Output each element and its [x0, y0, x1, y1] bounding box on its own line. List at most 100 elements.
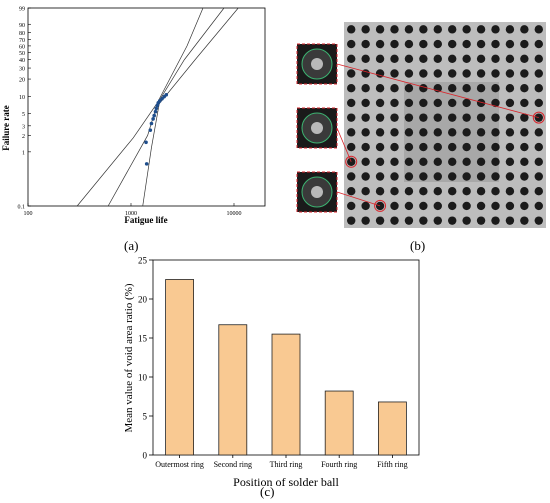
solder-ball: [433, 54, 442, 63]
solder-ball: [433, 113, 442, 122]
solder-ball: [448, 25, 457, 34]
solder-ball: [505, 157, 515, 166]
solder-ball: [361, 113, 370, 122]
solder-ball: [361, 84, 370, 93]
weibull-x-axis-label: Fatigue life: [124, 215, 167, 225]
highlighted-ball-ring: [532, 111, 545, 124]
solder-ball: [375, 157, 385, 166]
x-tick-label: Second ring: [214, 460, 252, 469]
solder-ball: [390, 142, 399, 152]
y-tick-label: 5: [143, 412, 148, 422]
solder-ball: [404, 113, 414, 122]
solder-ball: [462, 172, 471, 181]
solder-ball: [476, 187, 486, 196]
solder-ball: [390, 25, 399, 34]
solder-ball: [534, 98, 543, 108]
solder-ball: [419, 69, 428, 78]
solder-ball: [462, 128, 471, 137]
y-tick-label: 60: [19, 44, 25, 50]
weibull-data-point: [164, 92, 169, 97]
solder-ball: [476, 216, 486, 225]
solder-ball: [491, 39, 500, 49]
solder-ball: [375, 39, 385, 49]
solder-ball: [347, 25, 356, 34]
solder-ball: [505, 113, 515, 122]
solder-ball: [505, 216, 515, 225]
solder-ball: [390, 69, 399, 78]
solder-ball: [505, 69, 515, 78]
solder-ball: [520, 25, 529, 34]
solder-ball: [361, 39, 370, 49]
solder-ball: [347, 54, 356, 63]
solder-ball: [390, 187, 399, 196]
weibull-data-point: [144, 140, 148, 145]
solder-ball: [448, 128, 457, 137]
solder-ball: [390, 201, 399, 211]
y-tick-label: 99: [19, 7, 25, 13]
solder-ball: [448, 187, 457, 196]
weibull-data-point: [152, 113, 157, 118]
solder-ball: [404, 201, 414, 211]
solder-ball: [491, 216, 500, 225]
y-tick-label: 5: [22, 112, 25, 118]
callout-line: [336, 63, 539, 119]
weibull-data-point: [148, 128, 153, 132]
bar: [271, 333, 301, 456]
solder-ball: [520, 216, 529, 225]
solder-ball: [390, 98, 399, 108]
solder-ball: [375, 84, 385, 93]
solder-ball: [476, 157, 486, 166]
weibull-data-point: [151, 117, 155, 121]
solder-ball: [520, 142, 529, 152]
solder-ball: [505, 142, 515, 152]
solder-ball: [534, 69, 543, 78]
solder-ball: [433, 69, 442, 78]
x-tick-label: 10000: [226, 211, 241, 217]
solder-ball: [476, 172, 486, 181]
solder-ball: [361, 128, 370, 137]
solder-ball: [361, 172, 370, 181]
solder-ball: [347, 172, 356, 181]
y-tick-label: 80: [19, 31, 25, 37]
zoom-void: [311, 186, 323, 198]
solder-ball: [404, 216, 414, 225]
solder-ball: [491, 69, 500, 78]
solder-ball: [462, 54, 471, 63]
xray-zoom-callouts: [296, 43, 545, 213]
solder-ball: [361, 98, 370, 108]
solder-ball: [491, 201, 500, 211]
solder-ball: [476, 113, 486, 122]
weibull-data-points: [144, 92, 169, 166]
solder-ball: [419, 39, 428, 49]
solder-ball: [419, 187, 428, 196]
solder-ball: [390, 84, 399, 93]
solder-ball: [390, 113, 399, 122]
solder-ball: [419, 157, 428, 166]
x-tick-label: Fourth ring: [321, 460, 357, 469]
y-tick-label: 20: [138, 295, 148, 305]
solder-ball: [361, 201, 370, 211]
solder-ball: [534, 142, 543, 152]
solder-ball: [476, 39, 486, 49]
solder-ball: [448, 69, 457, 78]
solder-ball: [419, 54, 428, 63]
solder-ball: [390, 54, 399, 63]
solder-ball: [433, 142, 442, 152]
solder-ball: [361, 216, 370, 225]
y-tick-label: 70: [19, 38, 25, 44]
y-tick-label: 0.1: [18, 205, 26, 211]
solder-ball: [520, 84, 529, 93]
solder-ball: [404, 172, 414, 181]
solder-ball: [520, 201, 529, 211]
solder-ball: [433, 98, 442, 108]
y-tick-label: 10: [138, 373, 148, 383]
x-tick-label: 1000: [125, 211, 137, 217]
solder-ball: [404, 69, 414, 78]
y-tick-label: 2: [22, 134, 25, 140]
solder-ball: [462, 201, 471, 211]
y-tick-label: 30: [19, 67, 25, 73]
caption-b: (b): [410, 238, 426, 253]
solder-ball: [433, 172, 442, 181]
solder-ball: [433, 216, 442, 225]
solder-ball: [419, 84, 428, 93]
